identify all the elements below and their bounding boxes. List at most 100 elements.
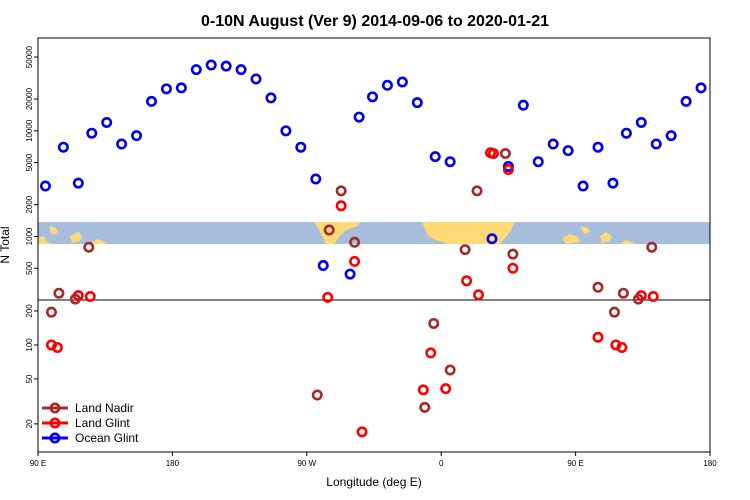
land-nadir-point [311,389,323,401]
land-nadir-point [335,185,347,197]
land-nadir-point [444,364,456,376]
map-land-shape [90,239,107,244]
y-tick-label: 20000 [25,87,34,110]
ocean-glint-point [280,125,292,137]
ocean-glint-point [72,177,84,189]
map-land-shape [562,234,580,244]
ocean-glint-point [635,116,647,128]
land-glint-point [647,290,659,302]
ocean-glint-point [396,76,408,88]
land-nadir-point [349,236,361,248]
land-nadir-point [632,293,644,305]
land-nadir-point [499,148,511,160]
ocean-glint-point [220,60,232,72]
land-nadir-point [419,401,431,413]
x-tick-label: 180 [703,459,717,468]
x-tick-label: 180 [166,459,180,468]
legend-label: Land Glint [75,416,130,430]
land-nadir-point [592,281,604,293]
land-glint-point [349,255,361,267]
ocean-glint-point [695,82,707,94]
land-nadir-point [507,248,519,260]
ocean-glint-point [145,95,157,107]
ocean-glint-point [577,180,589,192]
ocean-glint-point [620,127,632,139]
land-nadir-point [428,317,440,329]
land-glint-point [356,426,368,438]
land-nadir-point [45,306,57,318]
ocean-glint-point [295,141,307,153]
ocean-glint-point [344,268,356,280]
x-tick-label: 90 W [297,459,316,468]
y-tick-label: 5000 [25,153,34,171]
map-land-shape [422,222,514,244]
ocean-glint-point [235,64,247,76]
ocean-glint-point [367,91,379,103]
x-tick-label: 90 E [30,459,46,468]
ocean-glint-point [680,95,692,107]
land-glint-point [335,200,347,212]
ocean-glint-point [607,177,619,189]
map-ocean-band [38,222,710,244]
plot-frame [37,37,711,453]
ocean-glint-point [444,156,456,168]
ocean-glint-point [39,180,51,192]
land-glint-point [51,341,63,353]
y-tick-label: 10000 [25,119,34,142]
ocean-glint-point [486,233,498,245]
ocean-glint-point [190,64,202,76]
map-land-shape [580,226,590,234]
land-glint-point [84,290,96,302]
ocean-glint-point [86,127,98,139]
ocean-glint-point [160,83,172,95]
ocean-glint-point [131,130,143,142]
land-glint-point [616,341,628,353]
x-tick-label: 90 E [567,459,583,468]
land-glint-point [417,384,429,396]
map-land-shape [70,232,82,243]
ocean-glint-point [381,79,393,91]
chart-title: 0-10N August (Ver 9) 2014-09-06 to 2020-… [201,13,549,30]
ocean-glint-point [411,97,423,109]
y-tick-label: 1000 [25,227,34,245]
land-nadir-point [83,241,95,253]
ocean-glint-point [265,92,277,104]
ocean-glint-point [205,59,217,71]
ocean-glint-point [250,73,262,85]
ocean-glint-point [532,156,544,168]
data-points [39,59,707,438]
x-axis-label: Longitude (deg E) [326,475,421,489]
legend-label: Ocean Glint [75,431,139,445]
land-nadir-point [53,287,65,299]
legend-swatch-marker [49,432,61,444]
y-axis-label: N Total [0,226,12,263]
x-tick-label: 0 [439,459,444,468]
legend: Land Nadir Land Glint Ocean Glint [42,401,139,445]
ocean-glint-point [175,82,187,94]
map-land-shape [50,226,58,235]
land-nadir-point [323,224,335,236]
ocean-glint-point [116,138,128,150]
land-glint-point [592,331,604,343]
ocean-glint-point [317,260,329,272]
legend-swatch-marker [49,417,61,429]
land-glint-point [502,164,514,176]
land-nadir-point [617,287,629,299]
land-glint-point [461,275,473,287]
y-tick-label: 20 [25,419,34,428]
y-tick-label: 50000 [25,45,34,68]
ocean-glint-point [650,138,662,150]
land-nadir-point [69,293,81,305]
ocean-glint-point [57,141,69,153]
y-tick-label: 100 [25,338,34,352]
ocean-glint-point [547,138,559,150]
ocean-glint-point [592,141,604,153]
legend-label: Land Nadir [75,401,134,415]
land-glint-point [507,262,519,274]
ocean-glint-point [517,99,529,111]
ocean-glint-point [353,111,365,123]
y-tick-label: 200 [25,304,34,318]
y-tick-label: 50 [25,374,34,383]
ocean-glint-point [562,145,574,157]
